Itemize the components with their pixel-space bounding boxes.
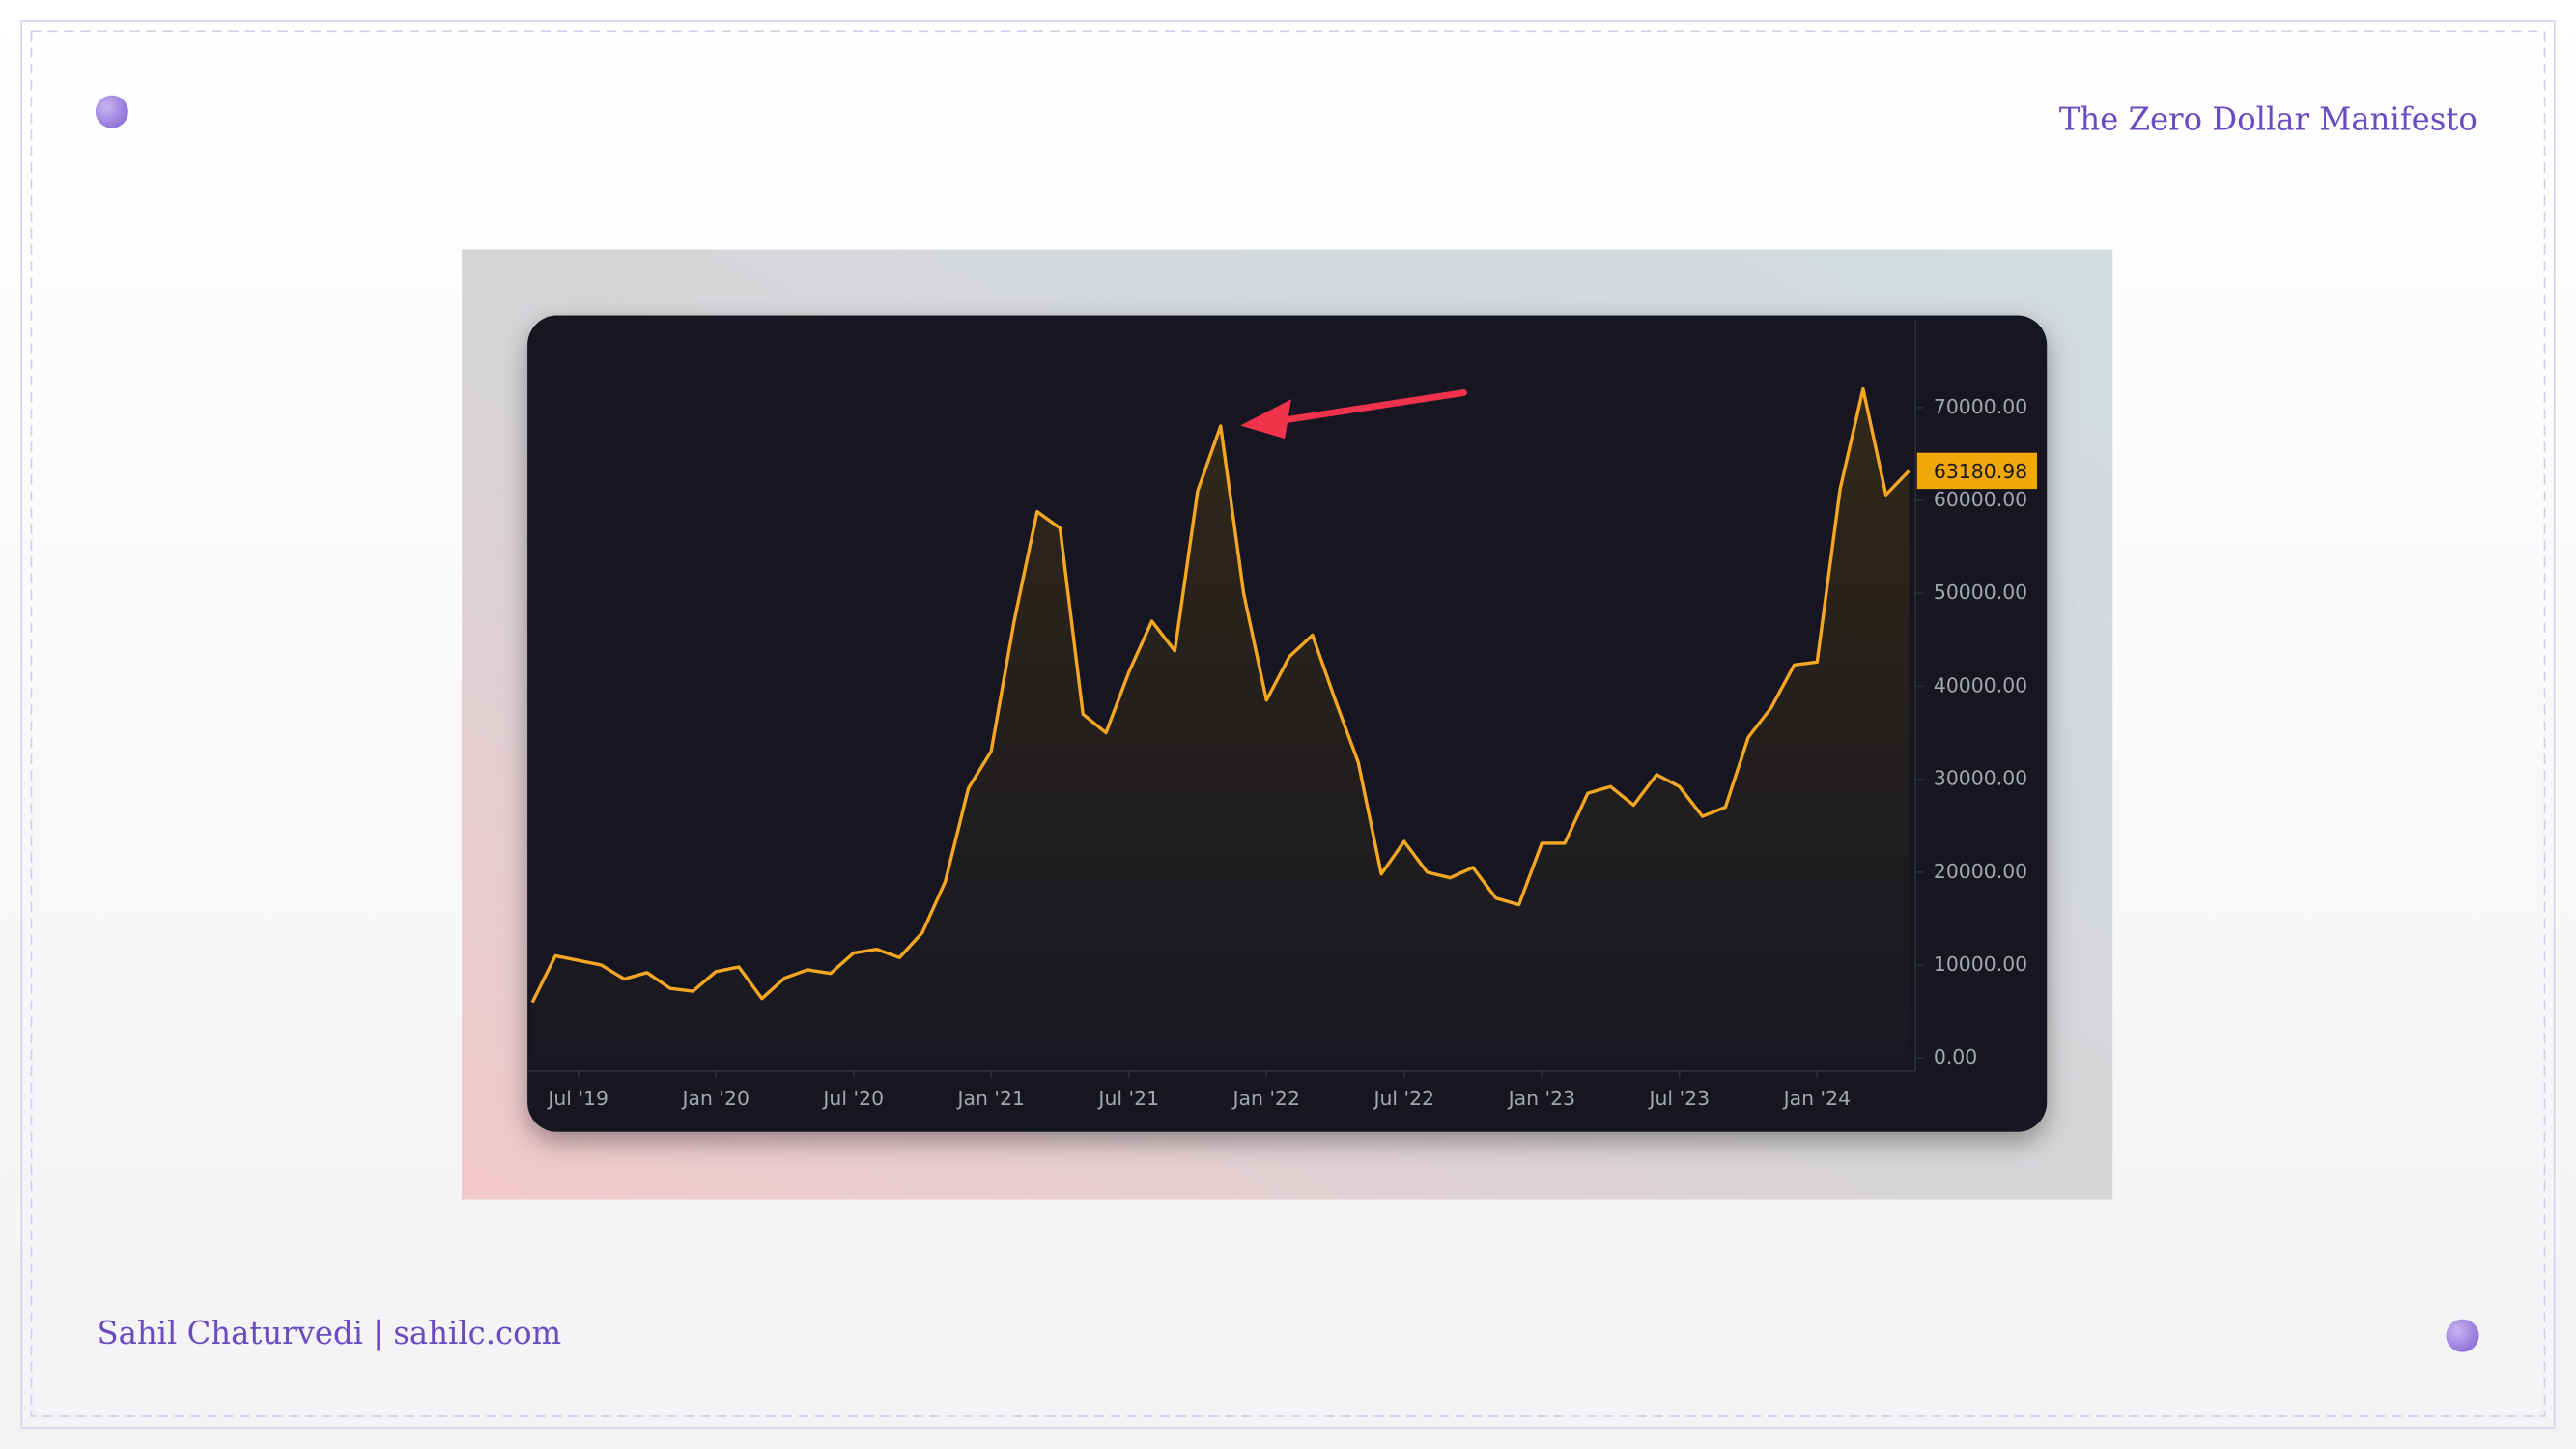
- inner-border: [30, 30, 2546, 1417]
- footer-text: Sahil Chaturvedi | sahilc.com: [98, 1315, 562, 1351]
- x-tick-label: Jul '22: [1372, 1087, 1434, 1110]
- y-tick-label: 30000.00: [1934, 767, 2027, 790]
- decor-dot: [2446, 1319, 2479, 1352]
- outer-border: [20, 20, 2556, 1429]
- x-tick-label: Jul '21: [1096, 1087, 1159, 1110]
- x-tick-label: Jan '21: [956, 1087, 1025, 1110]
- x-tick-label: Jul '20: [821, 1087, 884, 1110]
- y-tick-label: 40000.00: [1934, 673, 2027, 696]
- x-tick-label: Jan '24: [1782, 1087, 1851, 1110]
- y-tick-label: 70000.00: [1934, 395, 2027, 418]
- y-tick-label: 50000.00: [1934, 581, 2027, 604]
- area: [532, 388, 1910, 1059]
- price-line: [530, 386, 1911, 1004]
- x-tick-label: Jan '20: [680, 1087, 749, 1110]
- y-tick-label: 60000.00: [1934, 488, 2027, 511]
- header-title: The Zero Dollar Manifesto: [2059, 100, 2477, 137]
- last-price-label: 63180.98: [1934, 460, 2027, 483]
- decor-dot: [95, 95, 128, 128]
- x-tick-label: Jul '19: [546, 1087, 609, 1110]
- y-tick-label: 20000.00: [1934, 860, 2027, 883]
- y-tick-label: 10000.00: [1934, 952, 2027, 976]
- x-tick-label: Jul '23: [1648, 1087, 1711, 1110]
- annotation-arrow: [1240, 389, 1467, 440]
- x-tick-label: Jan '22: [1231, 1087, 1300, 1110]
- x-tick-label: Jan '23: [1507, 1087, 1575, 1110]
- plot: 0.00 10000.00 20000.00 30000.00 40000.00 5000…: [530, 386, 2038, 1110]
- last-price-box: [1916, 452, 2038, 490]
- y-tick-label: 0.00: [1934, 1045, 1977, 1068]
